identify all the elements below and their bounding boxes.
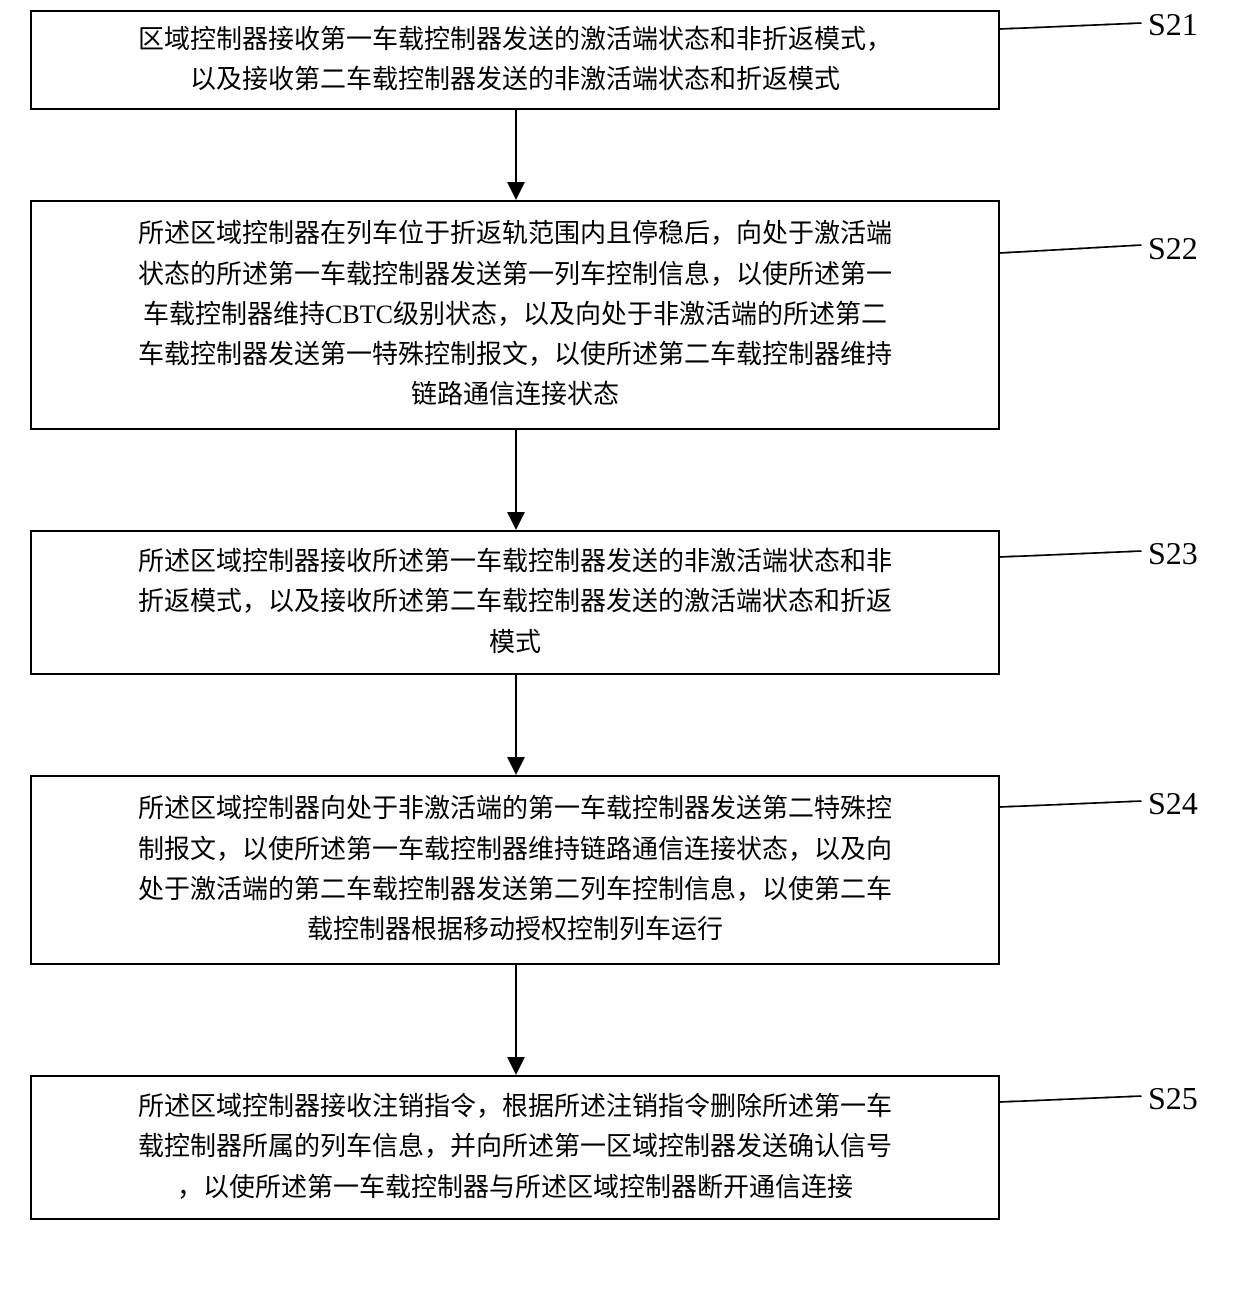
step-label-s25: S25: [1148, 1080, 1198, 1117]
flow-node-text: 所述区域控制器向处于非激活端的第一车载控制器发送第二特殊控 制报文，以使所述第一…: [108, 785, 922, 954]
step-label-s24: S24: [1148, 785, 1198, 822]
flow-node-text: 区域控制器接收第一车载控制器发送的激活端状态和非折返模式， 以及接收第二车载控制…: [108, 16, 922, 105]
flow-node-s21: 区域控制器接收第一车载控制器发送的激活端状态和非折返模式， 以及接收第二车载控制…: [30, 10, 1000, 110]
flow-node-text: 所述区域控制器在列车位于折返轨范围内且停稳后，向处于激活端 状态的所述第一车载控…: [108, 210, 922, 419]
arrow-shaft: [515, 965, 517, 1057]
flow-node-text: 所述区域控制器接收注销指令，根据所述注销指令删除所述第一车 载控制器所属的列车信…: [108, 1083, 922, 1212]
callout-leader: [1000, 550, 1142, 558]
arrow-head-icon: [507, 757, 525, 775]
callout-leader: [1000, 22, 1142, 30]
arrow-shaft: [515, 110, 517, 182]
flow-node-s25: 所述区域控制器接收注销指令，根据所述注销指令删除所述第一车 载控制器所属的列车信…: [30, 1075, 1000, 1220]
flowchart-canvas: 区域控制器接收第一车载控制器发送的激活端状态和非折返模式， 以及接收第二车载控制…: [0, 0, 1240, 1308]
flow-node-s24: 所述区域控制器向处于非激活端的第一车载控制器发送第二特殊控 制报文，以使所述第一…: [30, 775, 1000, 965]
arrow-head-icon: [507, 1057, 525, 1075]
callout-leader: [1000, 244, 1142, 254]
arrow-shaft: [515, 430, 517, 512]
arrow-head-icon: [507, 512, 525, 530]
callout-leader: [1000, 800, 1142, 808]
flow-node-s23: 所述区域控制器接收所述第一车载控制器发送的非激活端状态和非 折返模式，以及接收所…: [30, 530, 1000, 675]
step-label-s22: S22: [1148, 230, 1198, 267]
arrow-shaft: [515, 675, 517, 757]
arrow-head-icon: [507, 182, 525, 200]
callout-leader: [1000, 1095, 1142, 1103]
flow-node-text: 所述区域控制器接收所述第一车载控制器发送的非激活端状态和非 折返模式，以及接收所…: [108, 538, 922, 667]
step-label-s23: S23: [1148, 535, 1198, 572]
step-label-s21: S21: [1148, 6, 1198, 43]
flow-node-s22: 所述区域控制器在列车位于折返轨范围内且停稳后，向处于激活端 状态的所述第一车载控…: [30, 200, 1000, 430]
